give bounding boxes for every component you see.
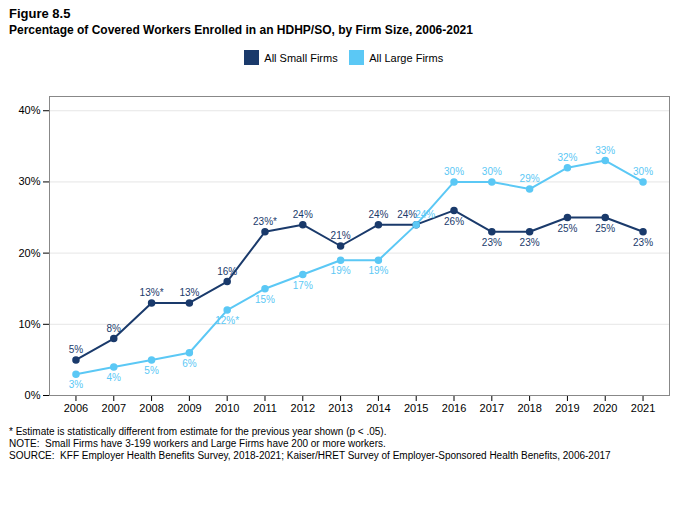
svg-text:24%: 24% xyxy=(293,208,313,219)
svg-text:10%: 10% xyxy=(18,317,40,329)
svg-text:8%: 8% xyxy=(107,322,122,333)
svg-text:26%: 26% xyxy=(444,215,464,226)
html-text:* Estimate is statistically di: * Estimate is statistically different fr… xyxy=(9,425,387,437)
svg-text:12%*: 12%* xyxy=(215,315,239,326)
svg-text:2006: 2006 xyxy=(64,402,88,414)
svg-text:2011: 2011 xyxy=(253,402,277,414)
svg-text:2019: 2019 xyxy=(555,402,579,414)
html-text:NOTE: Small Firms have 3-199 w: NOTE: Small Firms have 3-199 workers and… xyxy=(9,437,386,449)
svg-text:2017: 2017 xyxy=(480,402,504,414)
svg-text:2012: 2012 xyxy=(291,402,315,414)
svg-text:30%: 30% xyxy=(18,175,40,187)
svg-text:4%: 4% xyxy=(107,372,122,383)
svg-text:2015: 2015 xyxy=(404,402,428,414)
svg-text:23%*: 23%* xyxy=(253,215,277,226)
svg-text:2010: 2010 xyxy=(215,402,239,414)
html-text:SOURCE: KFF Employer Health Be: SOURCE: KFF Employer Health Benefits Sur… xyxy=(9,449,611,461)
svg-text:2007: 2007 xyxy=(102,402,126,414)
svg-text:2014: 2014 xyxy=(366,402,390,414)
svg-text:2016: 2016 xyxy=(442,402,466,414)
svg-text:2020: 2020 xyxy=(593,402,617,414)
svg-text:40%: 40% xyxy=(18,104,40,116)
svg-text:5%: 5% xyxy=(69,343,84,354)
svg-text:29%: 29% xyxy=(520,173,540,184)
svg-text:0%: 0% xyxy=(25,389,41,401)
svg-text:13%*: 13%* xyxy=(140,286,164,297)
svg-text:25%: 25% xyxy=(557,222,577,233)
svg-text:17%: 17% xyxy=(293,279,313,290)
html-text:Figure 8.5: Figure 8.5 xyxy=(9,6,71,21)
svg-text:3%: 3% xyxy=(69,379,84,390)
svg-text:23%: 23% xyxy=(633,236,653,247)
svg-text:2021: 2021 xyxy=(631,402,655,414)
svg-text:32%: 32% xyxy=(557,151,577,162)
svg-text:19%: 19% xyxy=(368,265,388,276)
svg-text:2008: 2008 xyxy=(139,402,163,414)
html-text:All Large Firms: All Large Firms xyxy=(369,51,444,64)
svg-text:30%: 30% xyxy=(444,165,464,176)
svg-text:2009: 2009 xyxy=(177,402,201,414)
svg-text:23%: 23% xyxy=(520,236,540,247)
svg-text:6%: 6% xyxy=(182,357,197,368)
svg-text:20%: 20% xyxy=(18,246,40,258)
svg-text:2018: 2018 xyxy=(517,402,541,414)
svg-text:15%: 15% xyxy=(255,293,275,304)
svg-text:33%: 33% xyxy=(595,144,615,155)
svg-text:24%: 24% xyxy=(397,208,418,220)
svg-text:2013: 2013 xyxy=(328,402,352,414)
svg-text:24%: 24% xyxy=(415,208,435,219)
svg-text:19%: 19% xyxy=(331,265,351,276)
svg-text:13%: 13% xyxy=(179,286,199,297)
svg-text:25%: 25% xyxy=(595,222,615,233)
svg-text:16%: 16% xyxy=(217,265,237,276)
svg-text:23%: 23% xyxy=(482,236,502,247)
svg-text:24%: 24% xyxy=(368,208,388,219)
html-text:All Small Firms: All Small Firms xyxy=(264,51,338,64)
svg-text:30%: 30% xyxy=(633,165,653,176)
svg-text:21%: 21% xyxy=(331,230,351,241)
svg-text:30%: 30% xyxy=(482,165,502,176)
svg-text:5%: 5% xyxy=(144,365,159,376)
html-text:Percentage of Covered Workers: Percentage of Covered Workers Enrolled i… xyxy=(9,23,473,37)
